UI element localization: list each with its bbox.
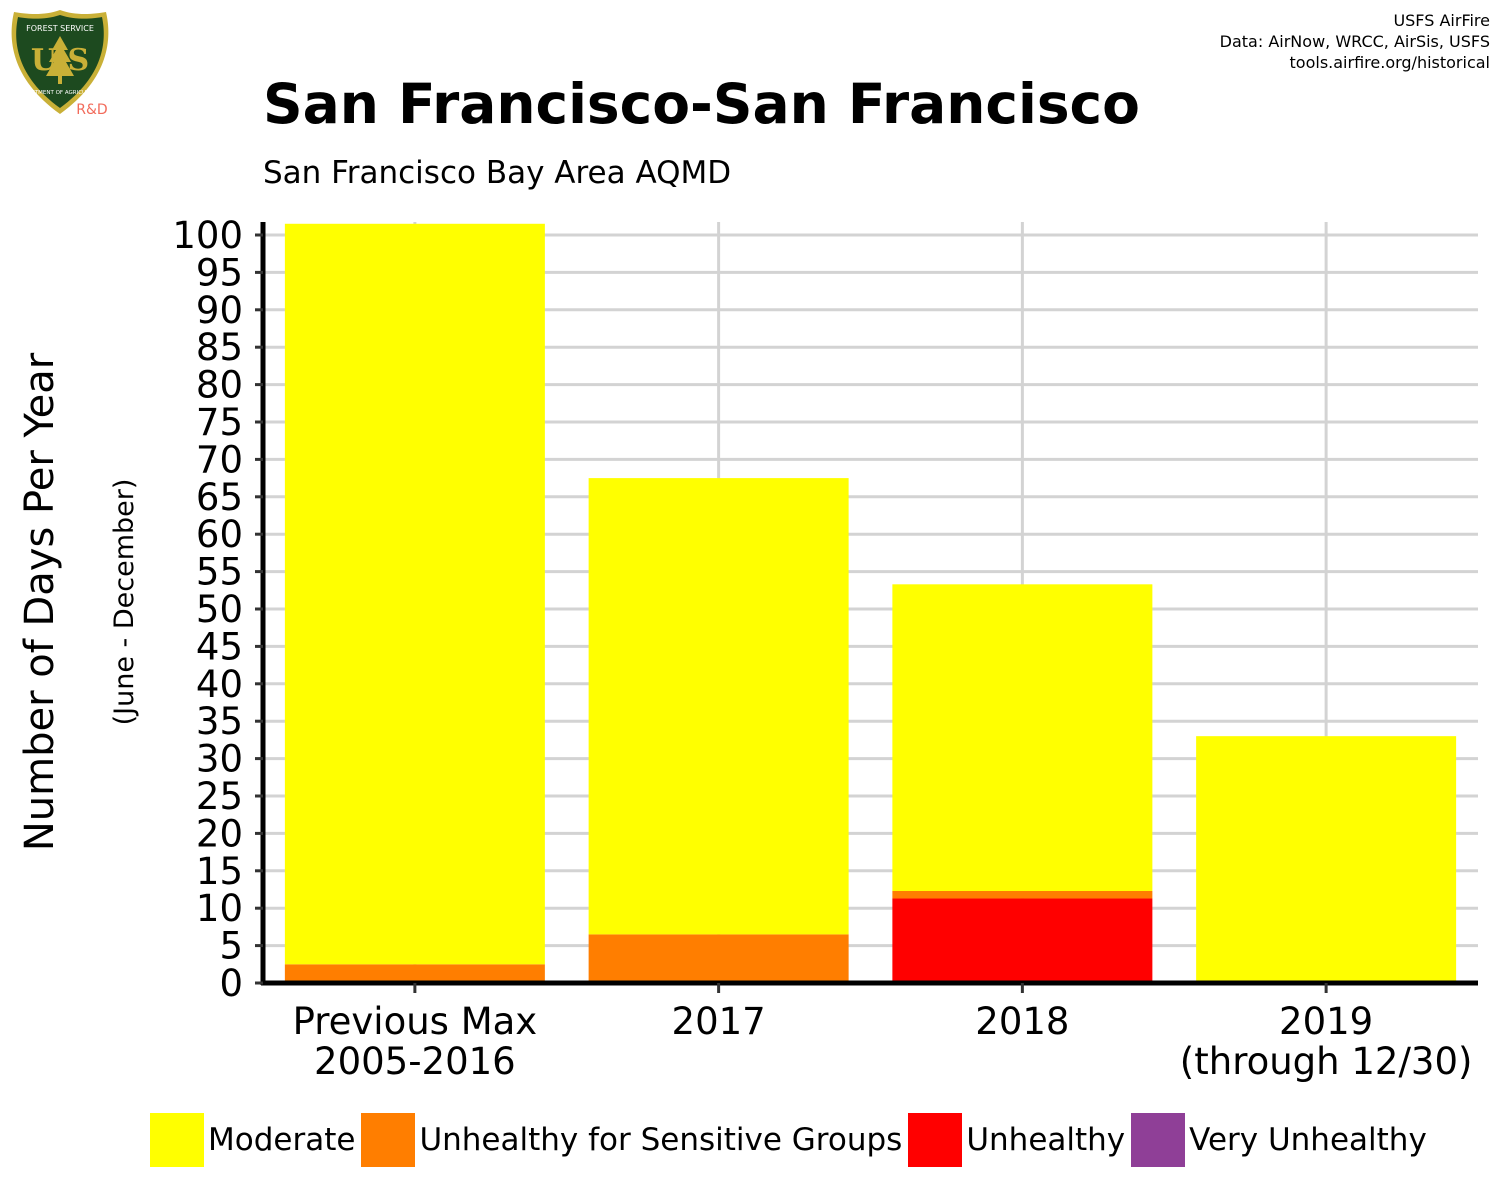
x-tick-label: 2019: [1279, 1000, 1373, 1043]
legend-item: Moderate: [150, 1113, 355, 1167]
legend-label: Very Unhealthy: [1189, 1122, 1427, 1158]
legend-swatch-unhealthy: [908, 1113, 963, 1167]
bar-segment-moderate: [588, 478, 849, 935]
y-tick-label: 15: [196, 850, 243, 893]
legend: Moderate Unhealthy for Sensitive Groups …: [150, 1113, 1433, 1167]
y-tick-label: 85: [196, 326, 243, 369]
x-tick-label: 2018: [975, 1000, 1069, 1043]
y-tick-label: 50: [196, 588, 243, 631]
credit-line: Data: AirNow, WRCC, AirSis, USFS: [1219, 32, 1490, 51]
legend-item: Very Unhealthy: [1131, 1113, 1427, 1167]
y-tick-label: 10: [196, 887, 243, 930]
y-tick-label: 0: [219, 962, 243, 1005]
y-tick-label: 90: [196, 289, 243, 332]
legend-swatch-very-unhealthy: [1131, 1113, 1186, 1167]
usfs-logo: FOREST SERVICE U S DEPARTMENT OF AGRICUL…: [11, 10, 109, 118]
tree-icon: [46, 36, 74, 84]
credit-line: tools.airfire.org/historical: [1289, 53, 1490, 72]
chart-title: San Francisco-San Francisco: [263, 72, 1140, 136]
y-tick-label: 35: [196, 700, 243, 743]
y-tick-label: 5: [219, 925, 243, 968]
y-tick-label: 55: [196, 551, 243, 594]
y-tick-label: 20: [196, 812, 243, 855]
y-tick-label: 30: [196, 738, 243, 781]
logo-bottom-text: DEPARTMENT OF AGRICULTURE: [17, 90, 104, 96]
logo-rd: R&D: [76, 102, 107, 118]
legend-swatch-moderate: [150, 1113, 204, 1167]
credit-line: USFS AirFire: [1393, 11, 1490, 30]
y-tick-label: 40: [196, 663, 243, 706]
legend-item: Unhealthy for Sensitive Groups: [361, 1113, 902, 1167]
y-tick-label: 95: [196, 251, 243, 294]
chart-subtitle: San Francisco Bay Area AQMD: [263, 155, 732, 191]
bar-segment-moderate: [1196, 736, 1457, 983]
legend-label: Unhealthy: [966, 1122, 1126, 1158]
legend-label: Unhealthy for Sensitive Groups: [419, 1122, 903, 1158]
y-tick-label: 100: [172, 214, 243, 257]
y-axis-label: Number of Days Per Year: [17, 352, 63, 851]
y-tick-label: 75: [196, 401, 243, 444]
bar-segment-moderate: [892, 584, 1153, 891]
y-tick-label: 45: [196, 625, 243, 668]
y-tick-label: 70: [196, 438, 243, 481]
bar-segment-unhealthy: [892, 898, 1153, 981]
y-tick-label: 65: [196, 476, 243, 519]
y-tick-label: 60: [196, 513, 243, 556]
legend-item: Unhealthy: [908, 1113, 1125, 1167]
y-tick-label: 25: [196, 775, 243, 818]
y-tick-label: 80: [196, 364, 243, 407]
logo-top-text: FOREST SERVICE: [26, 24, 94, 33]
x-tick-label: 2017: [672, 1000, 766, 1043]
x-tick-label: Previous Max: [293, 1000, 538, 1043]
legend-swatch-usg: [361, 1113, 416, 1167]
bar-segment-unhealthy-for-sensitive-groups: [892, 890, 1153, 899]
x-tick-label: 2005-2016: [314, 1040, 516, 1083]
bar-segment-unhealthy-for-sensitive-groups: [284, 964, 545, 983]
bar-segment-moderate: [284, 223, 545, 965]
legend-label: Moderate: [208, 1122, 356, 1158]
x-tick-label: (through 12/30): [1180, 1040, 1473, 1083]
y-axis-sublabel: (June - December): [109, 479, 140, 726]
credit-block: USFS AirFire Data: AirNow, WRCC, AirSis,…: [1220, 10, 1490, 73]
bar-segment-unhealthy-for-sensitive-groups: [588, 934, 849, 983]
